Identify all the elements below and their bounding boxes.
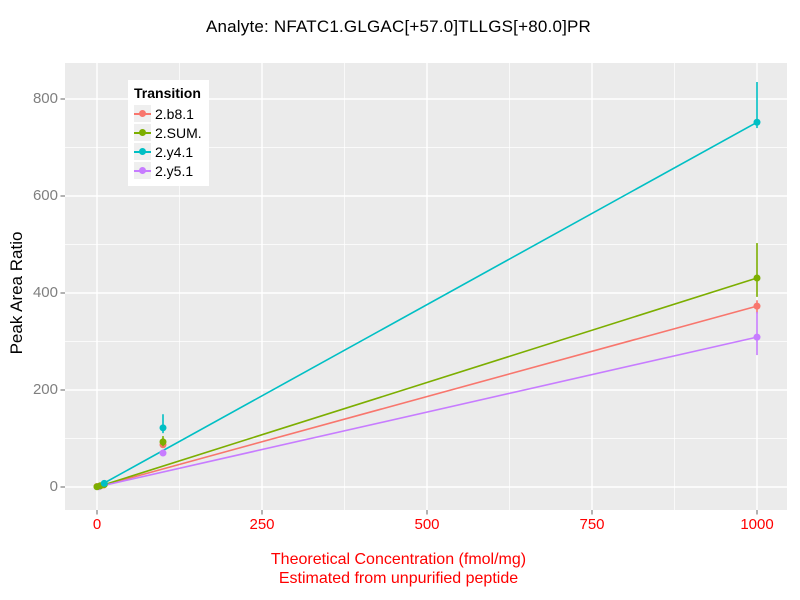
- x-tick-label: 250: [249, 516, 275, 533]
- y-tick-label: 0: [49, 478, 58, 495]
- fit-line-2.y4.1: [96, 121, 758, 488]
- x-tick-label: 0: [92, 516, 102, 533]
- legend-key-icon: [134, 143, 151, 160]
- data-point-2.y4.1: [753, 118, 761, 126]
- x-tick-label: 500: [414, 516, 440, 533]
- data-point-2.b8.1: [753, 302, 761, 310]
- legend-item-label: 2.y4.1: [155, 143, 194, 160]
- legend: Transition 2.b8.1 2.SUM. 2.y4.1 2.y5.1: [128, 80, 209, 186]
- legend-key-icon: [134, 105, 151, 122]
- plot-title: Analyte: NFATC1.GLGAC[+57.0]TLLGS[+80.0]…: [205, 17, 592, 36]
- data-point-2.y4.1: [100, 479, 108, 487]
- data-point-2.y5.1: [753, 333, 761, 341]
- legend-item-label: 2.b8.1: [155, 105, 194, 122]
- x-tick-label: 750: [579, 516, 605, 533]
- legend-item-label: 2.SUM.: [155, 124, 202, 141]
- x-axis-title-line2: Estimated from unpurified peptide: [278, 570, 519, 587]
- fit-line-2.SUM.: [96, 277, 758, 488]
- x-axis-title-line1: Theoretical Concentration (fmol/mg): [270, 551, 527, 568]
- legend-item-2.y5.1: 2.y5.1: [134, 161, 202, 180]
- fit-line-2.y5.1: [96, 336, 758, 488]
- legend-item-2.SUM.: 2.SUM.: [134, 123, 202, 142]
- data-point-2.y4.1: [159, 424, 167, 432]
- y-tick-label: 400: [32, 284, 58, 301]
- fit-line-2.b8.1: [96, 305, 758, 488]
- legend-item-2.b8.1: 2.b8.1: [134, 104, 202, 123]
- y-tick-label: 200: [32, 381, 58, 398]
- legend-item-2.y4.1: 2.y4.1: [134, 142, 202, 161]
- y-tick-label: 600: [32, 187, 58, 204]
- legend-title: Transition: [134, 85, 201, 101]
- data-point-2.y5.1: [159, 449, 167, 457]
- data-point-2.SUM.: [159, 438, 167, 446]
- legend-item-label: 2.y5.1: [155, 162, 194, 179]
- data-point-2.SUM.: [753, 274, 761, 282]
- legend-key-icon: [134, 162, 151, 179]
- y-tick-label: 800: [32, 90, 58, 107]
- legend-key-icon: [134, 124, 151, 141]
- x-tick-label: 1000: [740, 516, 774, 533]
- x-axis-title: Theoretical Concentration (fmol/mg) Esti…: [0, 550, 797, 588]
- legend-items: 2.b8.1 2.SUM. 2.y4.1 2.y5.1: [134, 104, 202, 180]
